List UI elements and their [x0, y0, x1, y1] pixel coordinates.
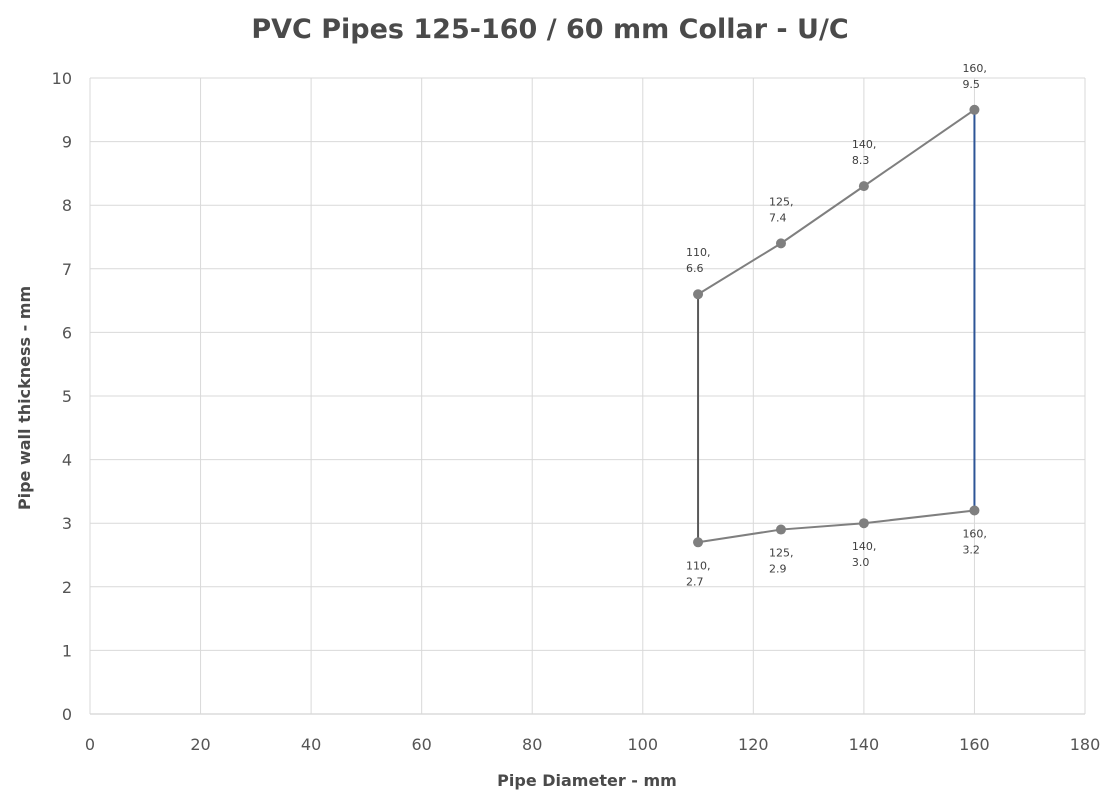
data-point — [775, 524, 786, 535]
x-tick-label: 140 — [849, 735, 880, 754]
y-tick-labels: 0 1 2 3 4 5 6 7 8 9 10 — [52, 69, 72, 724]
data-label: 140, 8.3 — [852, 138, 877, 167]
y-tick-label: 4 — [62, 451, 72, 470]
y-tick-label: 5 — [62, 387, 72, 406]
data-label: 140, 3.0 — [852, 540, 877, 569]
data-point — [693, 537, 704, 548]
y-tick-label: 3 — [62, 514, 72, 533]
data-label: 125, 2.9 — [769, 547, 794, 576]
data-label: 110, 2.7 — [686, 559, 711, 588]
y-tick-label: 7 — [62, 260, 72, 279]
data-label: 110, 6.6 — [686, 246, 711, 275]
series-lines — [697, 108, 976, 544]
x-tick-label: 0 — [85, 735, 95, 754]
y-axis-title: Pipe wall thickness - mm — [15, 286, 34, 510]
y-tick-label: 0 — [62, 705, 72, 724]
y-tick-label: 10 — [52, 69, 72, 88]
y-tick-label: 1 — [62, 641, 72, 660]
x-tick-label: 80 — [522, 735, 542, 754]
data-point — [969, 505, 980, 516]
x-tick-label: 20 — [190, 735, 210, 754]
x-axis-title: Pipe Diameter - mm — [497, 771, 677, 790]
data-points — [693, 104, 980, 548]
x-tick-label: 100 — [628, 735, 659, 754]
x-tick-label: 60 — [411, 735, 431, 754]
y-tick-label: 8 — [62, 196, 72, 215]
data-point — [858, 518, 869, 529]
series-line — [697, 108, 976, 296]
gridlines — [89, 77, 1086, 715]
data-label: 125, 7.4 — [769, 195, 794, 224]
chart-title: PVC Pipes 125-160 / 60 mm Collar - U/C — [251, 14, 848, 45]
series-line — [697, 509, 975, 544]
x-tick-label: 180 — [1070, 735, 1101, 754]
data-label: 160, 9.5 — [962, 62, 987, 91]
x-tick-label: 160 — [959, 735, 990, 754]
data-point — [693, 289, 704, 300]
x-tick-labels: 0 20 40 60 80 100 120 140 160 180 — [85, 735, 1100, 754]
data-point — [775, 238, 786, 249]
y-tick-label: 9 — [62, 133, 72, 152]
x-tick-label: 120 — [738, 735, 769, 754]
data-label: 160, 3.2 — [962, 527, 987, 556]
y-tick-label: 2 — [62, 578, 72, 597]
y-tick-label: 6 — [62, 323, 72, 342]
x-tick-label: 40 — [301, 735, 321, 754]
data-labels: 110, 6.6 125, 7.4 140, 8.3 160, 9.5 110, 2.7 125, 2… — [686, 62, 987, 588]
data-point — [969, 104, 980, 115]
data-point — [858, 181, 869, 192]
